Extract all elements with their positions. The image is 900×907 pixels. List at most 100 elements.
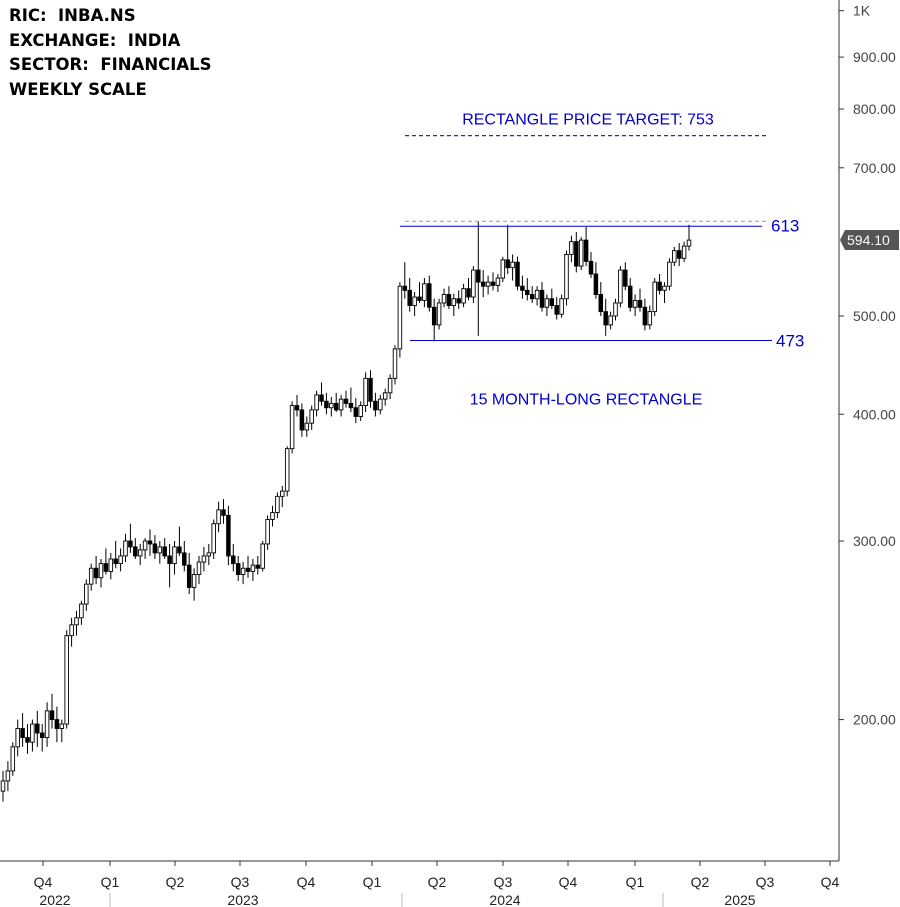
candle-body [118,555,123,565]
candle-body [657,281,662,291]
candle-body [25,737,30,743]
candle-body [152,543,158,554]
candle-body [632,299,638,308]
x-tick-label: Q2 [166,874,185,890]
candle-body [588,260,594,275]
candle-body [309,409,314,424]
exchange-label: EXCHANGE: INDIA [9,30,181,50]
candle-body [270,512,275,520]
candle-body [603,311,608,326]
candle-body [84,583,89,605]
candle-body [515,261,520,287]
candle-body [539,289,545,308]
candle-body [319,394,324,402]
chart-annotations: RECTANGLE PRICE TARGET: 753 613 473 15 M… [400,112,804,408]
candle-body [108,558,114,572]
candle-body [49,710,55,721]
candle-body [15,728,20,748]
support-label: 473 [776,331,804,350]
candle-body [559,298,564,315]
candle-body [466,288,471,298]
candle-body [353,407,359,417]
candle-body [113,558,118,565]
candle-body [554,305,559,315]
candle-body [211,523,216,554]
ticker-info-block: RIC: INBA.NS EXCHANGE: INDIA SECTOR: FIN… [9,4,212,102]
candle-body [368,377,373,402]
candle-body [613,302,618,317]
candle-body [436,302,442,326]
candle-body [387,377,393,394]
candle-body [182,552,187,566]
candle-body [206,552,212,557]
candle-body [216,509,221,525]
y-tick-label: 1K [853,3,871,19]
x-tick-label: Q2 [428,874,447,890]
candle-body [598,294,604,313]
candle-body [667,261,672,287]
x-tick-label: Q4 [297,874,316,890]
candle-body [402,285,408,291]
candle-body [260,543,265,569]
candle-body [177,546,182,554]
x-tick-label: Q4 [34,874,53,890]
candle-body [382,392,388,400]
candle-body [304,422,310,431]
last-price-label: 594.10 [847,232,890,248]
candle-body [329,402,334,409]
candle-body [427,283,432,308]
candle-body [294,405,300,411]
price-target-label: RECTANGLE PRICE TARGET: 753 [462,112,714,129]
candle-body [378,398,383,411]
candle-body [338,398,344,411]
candle-body [20,728,25,739]
y-tick-label: 500.00 [853,308,896,324]
y-tick-label: 700.00 [853,160,896,176]
candle-body [93,567,99,579]
candle-body [417,296,422,301]
candle-body [98,563,104,579]
candle-body [461,288,466,304]
candle-body [142,540,148,551]
candle-body [0,780,6,792]
x-tick-label: Q1 [101,874,120,890]
candle-body [172,546,177,565]
candle-body [549,298,555,307]
candle-body [137,549,143,557]
candle-body [505,259,510,269]
x-year-label: 2023 [227,892,258,907]
sector-label: SECTOR: FINANCIALS [9,55,212,74]
candle-body [510,261,515,269]
candle-body [64,635,69,725]
candle-body [275,495,280,514]
candle-body [627,285,633,308]
candle-body [123,540,128,557]
candle-body [520,285,525,291]
candle-body [363,377,368,407]
candle-body [397,285,403,350]
candle-body [226,514,231,557]
candle-body [128,540,133,548]
candle-body [299,409,305,431]
y-tick-label: 400.00 [853,406,896,422]
candle-body [495,277,501,286]
candle-body [10,746,16,772]
candle-body [672,250,677,263]
candle-body [471,269,476,298]
candle-body [30,723,35,743]
candle-body [133,546,138,557]
candle-body [44,710,50,739]
candle-body [422,283,427,301]
candle-body [196,561,202,575]
candle-body [642,306,648,326]
candle-body [431,306,437,326]
candle-body [456,298,461,304]
candle-body [441,294,447,304]
y-tick-label: 900.00 [853,49,896,65]
candle-body [652,281,657,313]
x-tick-label: Q4 [821,874,840,890]
candle-body [578,239,584,267]
y-axis-ticks: 1K 900.00 800.00 700.00 500.00 400.00 300.00 20… [839,3,896,728]
